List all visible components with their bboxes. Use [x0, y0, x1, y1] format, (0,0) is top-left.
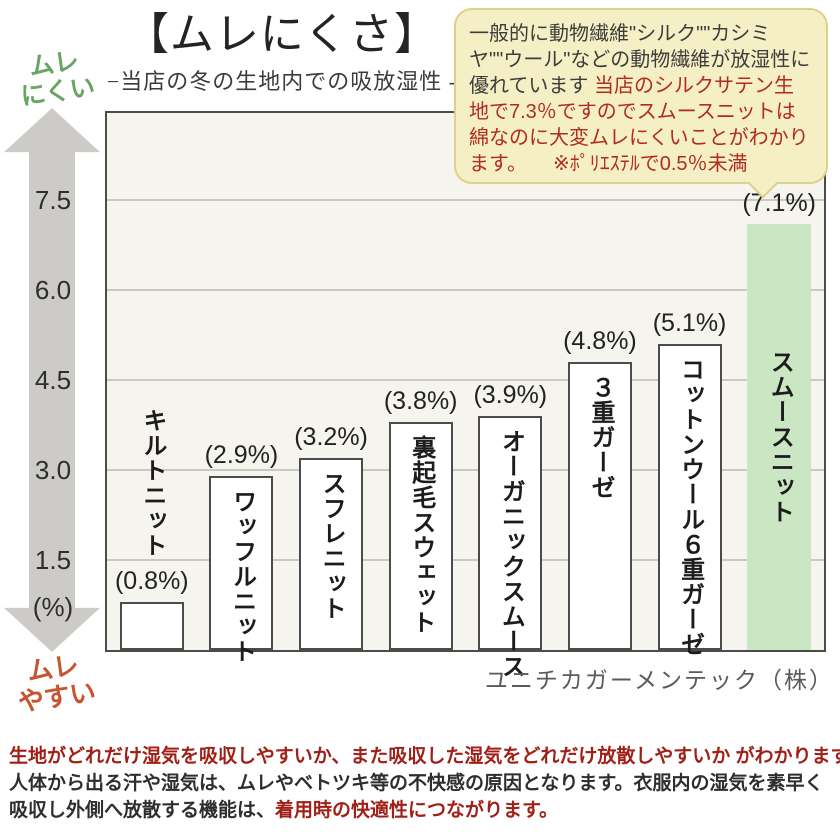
title-block: 【ムレにくさ】 −当店の冬の生地内での吸放湿性 - — [98, 10, 466, 96]
bar-value-label: (3.8%) — [383, 387, 458, 415]
bubble-note-polyester: ※ﾎﾟﾘｴｽﾃﾙで0.5％未満 — [553, 153, 748, 175]
bar-slot: ３重ガーゼ (4.8%) — [555, 113, 645, 650]
bar-category-label: コットンウール６重ガーゼ — [676, 357, 704, 657]
bar-slot: コットンウール６重ガーゼ (5.1%) — [645, 113, 735, 657]
y-tick-label: 6.0 — [34, 275, 72, 305]
bar: スムースニット — [747, 224, 812, 650]
bar-category-label: オーガニックスムース — [497, 429, 525, 679]
y-tick-label: 1.5 — [34, 545, 72, 575]
y-axis-unit-label: (%) — [32, 592, 74, 622]
bar-slot: ワッフルニット (2.9%) — [197, 113, 287, 664]
bar: コットンウール６重ガーゼ — [657, 344, 722, 657]
footer-explanation: 生地がどれだけ湿気を吸収しやすいか、また吸収した湿気をどれだけ放散しやすいか が… — [9, 743, 840, 824]
bar-slot: オーガニックスムース (3.9%) — [466, 113, 556, 679]
bar-slots: キルトニット (0.8%) ワッフルニット (2.9%) スフレニット (3.2%) 裏起毛… — [107, 113, 824, 679]
bar-value-label: (3.2%) — [294, 423, 368, 451]
bar-chart-plot: キルトニット (0.8%) ワッフルニット (2.9%) スフレニット (3.2%) 裏起毛… — [105, 111, 826, 679]
bar-value-label: (4.8%) — [563, 327, 637, 355]
bar-category-label: キルトニット — [138, 408, 166, 558]
bubble-text-general: 一般的に動物繊維"シルク""カシミヤ""ウール"などの動物繊維が放湿性に優れてい… — [469, 23, 811, 97]
bar-value-label: (5.1%) — [652, 309, 727, 337]
bar-value-label: (0.8%) — [114, 567, 189, 595]
bar-category-label: 裏起毛スウェット — [407, 435, 435, 635]
footer-line1: 生地がどれだけ湿気を吸収しやすいか、また吸収した湿気をどれだけ放散しやすいか が… — [9, 746, 840, 767]
page-title: 【ムレにくさ】 — [124, 10, 440, 59]
footer-line2-black: 人体から出る汗や湿気は、ムレやベトツキ等の不快感の原因となります。衣服内の湿気を… — [9, 773, 824, 821]
bar-category-label: スムースニット — [766, 349, 794, 525]
y-tick-label: 7.5 — [34, 185, 72, 215]
gridline — [107, 559, 824, 561]
bar: ３重ガーゼ — [567, 362, 632, 650]
gridline — [107, 289, 824, 291]
bar — [119, 602, 184, 650]
bar-slot: スムースニット (7.1%) — [734, 113, 824, 650]
bar-slot: スフレニット (3.2%) — [286, 113, 376, 650]
page-subtitle: −当店の冬の生地内での吸放湿性 - — [106, 68, 458, 94]
gridline — [107, 199, 824, 201]
y-tick-label: 3.0 — [34, 455, 72, 485]
bar: オーガニックスムース — [478, 416, 543, 679]
footer-line2: 人体から出る汗や湿気は、ムレやベトツキ等の不快感の原因となります。衣服内の湿気を… — [9, 770, 833, 824]
bar-category-label: スフレニット — [318, 471, 346, 621]
footer-line2-red: 着用時の快適性につながります。 — [275, 800, 559, 821]
source-credit: ユニチカガーメンテック（株） — [484, 668, 834, 693]
bar-slot: キルトニット (0.8%) — [107, 113, 197, 650]
bar: ワッフルニット — [209, 476, 274, 664]
annotation-bubble: 一般的に動物繊維"シルク""カシミヤ""ウール"などの動物繊維が放湿性に優れてい… — [454, 8, 828, 199]
plot-inner: キルトニット (0.8%) ワッフルニット (2.9%) スフレニット (3.2%) 裏起毛… — [107, 113, 824, 679]
bar-value-label: (2.9%) — [204, 441, 279, 469]
bar-slot: 裏起毛スウェット (3.8%) — [376, 113, 466, 650]
bar-value-label: (7.1%) — [742, 189, 816, 217]
y-tick-label: 4.5 — [34, 365, 72, 395]
axis-label-less-stuffy: ムレ にくい — [3, 43, 110, 112]
gridline — [107, 379, 824, 381]
bar: スフレニット — [299, 458, 364, 650]
bar-value-label: (3.9%) — [473, 381, 548, 409]
bar-category-label: ３重ガーゼ — [586, 375, 614, 500]
axis-label-more-stuffy: ムレ やすい — [0, 647, 112, 719]
bubble-text-highlight: 当店のシルクサテン生地で7.3％ですのでスムースニットは綿なのに大変ムレにくいこ… — [469, 75, 809, 175]
gridline — [107, 469, 824, 471]
bar: 裏起毛スウェット — [388, 422, 453, 650]
bar-category-label: ワッフルニット — [228, 489, 256, 664]
